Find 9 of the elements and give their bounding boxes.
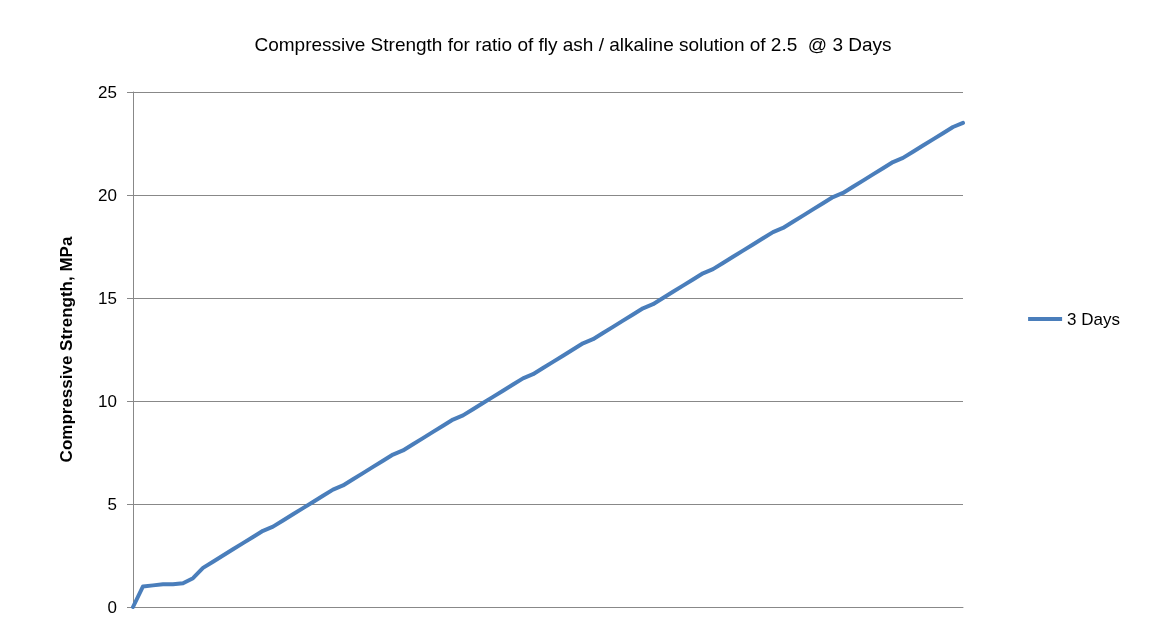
y-tick-label: 10: [98, 391, 117, 411]
y-tick-label: 15: [98, 288, 117, 308]
y-axis-title: Compressive Strength, MPa: [57, 236, 76, 463]
legend-label: 3 Days: [1067, 309, 1121, 329]
y-tick-label: 25: [98, 82, 117, 102]
y-tick-label: 0: [107, 597, 117, 617]
y-tick-label: 20: [98, 185, 117, 205]
chart-title: Compressive Strength for ratio of fly ash / alkaline solution of 2.5 @ 3 Days: [254, 34, 892, 55]
y-tick-label: 5: [107, 494, 117, 514]
